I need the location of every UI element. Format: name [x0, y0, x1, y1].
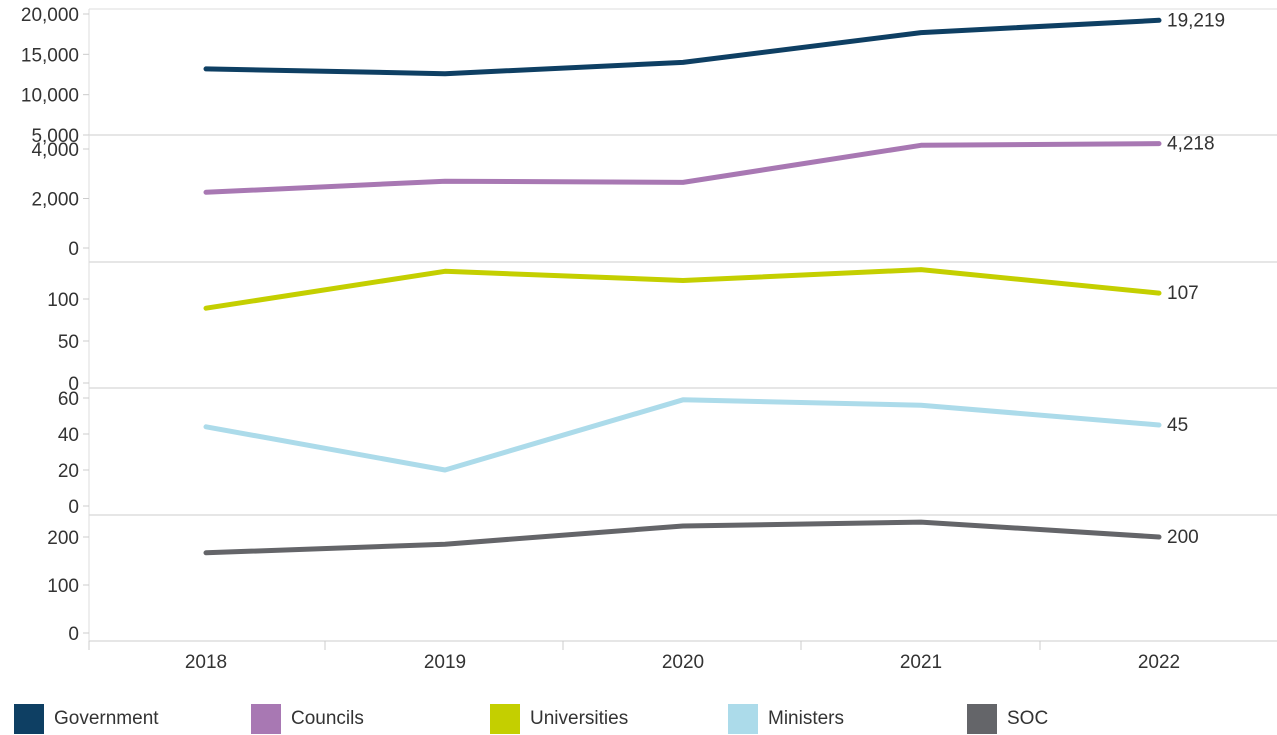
y-tick-label-soc-2: 200: [47, 528, 79, 549]
series-line-councils: [203, 141, 1162, 195]
y-tick-label-government-3: 20,000: [21, 5, 79, 26]
legend-swatch-government: [14, 704, 44, 734]
legend-label-councils: Councils: [291, 708, 364, 729]
series-line-soc: [203, 519, 1162, 556]
x-tick-label-2018: 2018: [185, 652, 227, 673]
y-tick-label-councils-2: 4,000: [31, 140, 79, 161]
series-line-ministers: [203, 397, 1162, 473]
legend-label-ministers: Ministers: [768, 708, 845, 729]
y-tick-label-government-2: 15,000: [21, 45, 79, 66]
y-tick-label-universities-0: 0: [68, 374, 79, 395]
y-tick-label-ministers-3: 60: [58, 389, 79, 410]
legend: Government Councils Universities Ministe…: [0, 703, 1277, 735]
legend-item-soc: SOC: [967, 703, 1048, 735]
legend-swatch-councils: [251, 704, 281, 734]
legend-item-ministers: Ministers: [728, 703, 844, 735]
y-tick-label-councils-1: 2,000: [31, 190, 79, 211]
series-line-universities: [203, 267, 1162, 311]
y-tick-label-ministers-2: 40: [58, 425, 79, 446]
series-line-government: [203, 17, 1162, 77]
y-tick-label-universities-2: 100: [47, 290, 79, 311]
legend-label-universities: Universities: [530, 708, 629, 729]
y-tick-label-soc-1: 100: [47, 576, 79, 597]
legend-label-soc: SOC: [1007, 708, 1049, 729]
legend-label-government: Government: [54, 708, 159, 729]
legend-item-government: Government: [14, 703, 159, 735]
y-tick-label-government-0: 5,000: [31, 126, 79, 147]
legend-swatch-soc: [967, 704, 997, 734]
y-tick-label-soc-0: 0: [68, 624, 79, 645]
end-value-label-ministers: 45: [1167, 415, 1188, 436]
small-multiples-line-chart: 5,000 10,000 15,000 20,000 19,219 0 2,000 4,000…: [21, 5, 1277, 673]
y-tick-label-ministers-0: 0: [68, 497, 79, 518]
end-value-label-government: 19,219: [1167, 10, 1225, 31]
end-value-label-universities: 107: [1167, 283, 1199, 304]
end-value-label-soc: 200: [1167, 527, 1199, 548]
legend-item-councils: Councils: [251, 703, 364, 735]
x-tick-label-2021: 2021: [900, 652, 942, 673]
legend-swatch-ministers: [728, 704, 758, 734]
end-value-label-councils: 4,218: [1167, 134, 1215, 155]
x-tick-label-2020: 2020: [662, 652, 704, 673]
y-tick-label-universities-1: 50: [58, 332, 79, 353]
y-tick-label-ministers-1: 20: [58, 461, 79, 482]
y-tick-label-government-1: 10,000: [21, 86, 79, 107]
legend-swatch-universities: [490, 704, 520, 734]
x-tick-label-2019: 2019: [424, 652, 466, 673]
legend-item-universities: Universities: [490, 703, 628, 735]
y-tick-label-councils-0: 0: [68, 239, 79, 260]
x-tick-label-2022: 2022: [1138, 652, 1180, 673]
